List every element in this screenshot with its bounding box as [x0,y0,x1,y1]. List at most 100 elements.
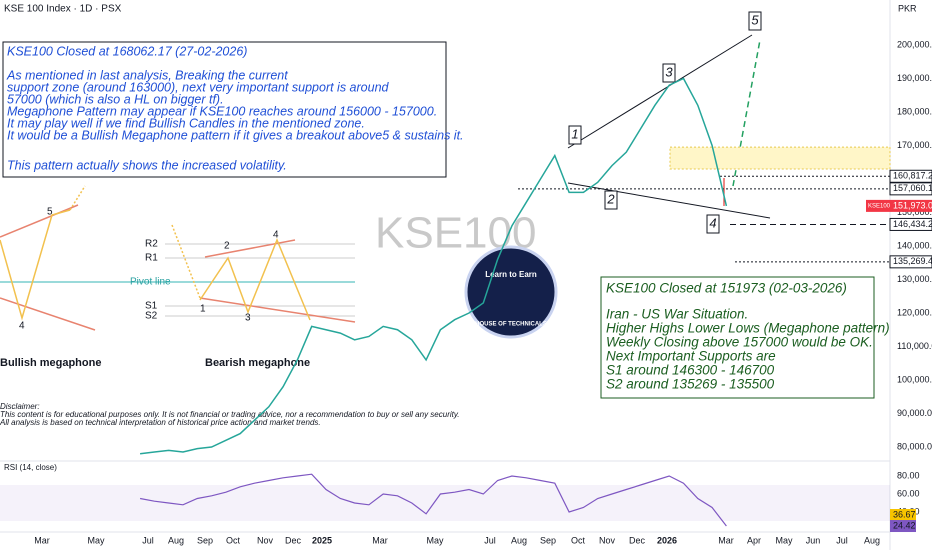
level-tag [889,169,932,183]
rsi-tick-label: 60.00 [897,488,920,498]
point-label: 1 [200,304,206,315]
point-label: 2 [224,241,230,252]
price-tick-label: 180,000.00 [897,106,932,116]
rsi-tag-label: 24.42 [893,520,916,530]
currency: PKR [898,3,917,13]
pattern-title: Bearish megaphone [205,357,310,369]
disclaimer-line: This content is for educational purposes… [0,410,460,419]
price-tick-label: 130,000.00 [897,274,932,284]
time-label: Aug [511,535,527,545]
time-label: Mar [34,535,50,545]
price-tick-label: 80,000.00 [897,441,932,451]
wave-label: 1 [571,126,578,141]
last-name: KSE100 [868,203,891,209]
note-line: support zone (around 163000), next very … [7,80,390,94]
note-box [600,276,875,399]
wave-box [706,214,720,234]
time-label: Oct [571,535,586,545]
time-label: Dec [629,535,646,545]
level-label: S2 [145,311,158,322]
logo-top: Learn to Earn [485,270,537,279]
time-label: Sep [540,535,556,545]
wave-label: 5 [751,12,759,27]
note-line: S2 around 135269 - 135500 [606,377,775,392]
time-label: May [775,535,793,545]
note-line: It would be a Bullish Megaphone pattern … [7,128,464,142]
note-line: As mentioned in last analysis, Breaking … [6,68,288,82]
support-zone [669,146,891,170]
pattern-title: Bullish megaphone [0,357,101,369]
time-label: Aug [168,535,184,545]
note-line: S1 around 146300 - 146700 [606,363,775,378]
wave-label: 3 [665,64,673,79]
wave-box [604,190,618,210]
logo [464,245,558,339]
note-line: Weekly Closing above 157000 would be OK. [606,335,873,350]
time-label: Mar [718,535,734,545]
price-tick-label: 110,000.00 [897,341,932,351]
price-tick-label: 200,000.00 [897,39,932,49]
level-tag [889,182,932,196]
note-title: KSE100 Closed at 151973 (02-03-2026) [606,281,847,296]
time-label: May [426,535,444,545]
time-label: Apr [747,535,761,545]
time-label: Jul [142,535,154,545]
point-label: 5 [47,207,53,218]
disclaimer-line: All analysis is based on technical inter… [0,418,321,427]
rsi-tag [890,508,916,521]
rsi-band [0,485,890,521]
time-label: Sep [197,535,213,545]
note-line: Iran - US War Situation. [606,307,748,322]
time-label: Aug [864,535,880,545]
wave-label: 4 [709,215,716,230]
note-box [2,41,447,178]
symbol: KSE 100 Index · 1D · PSX [4,4,122,15]
price-tick-label: 140,000.00 [897,240,932,250]
price-line [140,77,728,455]
note-line: It may play well if we find Bullish Cand… [7,116,365,130]
wave-box [568,125,582,145]
time-label: 2025 [312,535,332,545]
level-tag-label: 135,269.45 [893,256,932,266]
illustration [0,185,356,331]
last-tag [866,199,890,212]
last-price: 151,973.00 [893,200,932,210]
level-label: S1 [145,301,158,312]
wave-label: 2 [606,191,615,206]
logo-bottom: HOUSE OF TECHNICALS [475,322,547,328]
time-label: Jun [806,535,821,545]
time-label: May [87,535,105,545]
wave-box [748,11,762,31]
wave-box [662,63,676,83]
level-label: R2 [145,239,158,250]
note-line: Higher Highs Lower Lows (Megaphone patte… [606,321,890,336]
rsi-tag [890,520,916,533]
note-footer: This pattern actually shows the increase… [7,158,287,172]
rsi-line [139,473,727,527]
point-label: 3 [245,313,251,324]
note-title: KSE100 Closed at 168062.17 (27-02-2026) [7,44,247,58]
level-label: Pivot line [130,277,171,288]
price-tick-label: 90,000.00 [897,408,932,418]
note-line: 57000 (which is also a HL on bigger tf). [7,92,224,106]
level-label: R1 [145,253,158,264]
time-label: Nov [257,535,274,545]
time-label: Dec [285,535,302,545]
price-tick-label: 100,000.00 [897,374,932,384]
price-tick-label: 190,000.00 [897,73,932,83]
time-label: Jul [484,535,496,545]
price-tick-label: 120,000.00 [897,307,932,317]
rsi-tick-label: 80.00 [897,470,920,480]
level-tag-label: 146,434.22 [893,219,932,229]
price-tick-label: 170,000.00 [897,140,932,150]
last-tag [890,199,932,212]
time-label: 2026 [657,535,677,545]
time-label: Jul [836,535,848,545]
level-tag-label: 160,817.21 [893,171,932,181]
disclaimer-line: Disclaimer: [0,402,40,411]
level-tag [889,217,932,231]
point-label: 4 [273,230,279,241]
time-label: Mar [372,535,388,545]
note-line: Megaphone Pattern may appear if KSE100 r… [7,104,437,118]
